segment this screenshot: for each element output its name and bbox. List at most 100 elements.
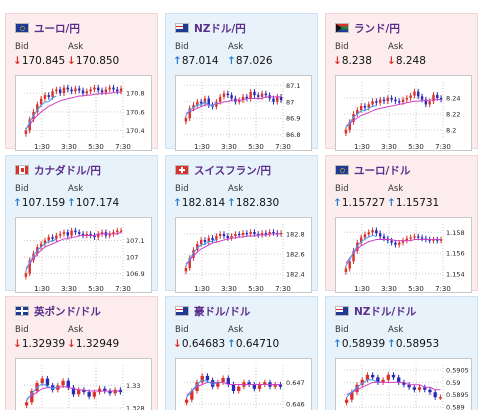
candle-body (85, 233, 89, 236)
bid-label: Bid (15, 184, 29, 194)
candle-body (394, 99, 397, 102)
bid-price: ↓0.64683 (173, 338, 225, 350)
candle-body (253, 91, 256, 96)
currency-pair-title[interactable]: 英ポンド/ドル (34, 305, 101, 318)
candle-body (211, 238, 214, 240)
candle-body (89, 233, 92, 236)
card-header: ユーロ/ドル (335, 163, 410, 177)
candle-body (66, 232, 70, 236)
mini-chart[interactable]: 1:30 3:30 5:30 7:30 1.158 1.156 1.154 (335, 217, 472, 293)
x-tick-label: 1:30 (194, 285, 210, 293)
ask-price-value: 8.248 (395, 55, 426, 67)
candle-body (405, 238, 409, 241)
arrow-up-icon: ↑ (387, 338, 396, 350)
candle-body (428, 239, 431, 241)
currency-pair-title[interactable]: ユーロ/円 (34, 22, 80, 35)
y-tick-label: 0.646 (286, 401, 305, 409)
rate-card[interactable]: 豪ドル/ドル Bid Ask ↓0.64683 ↑0.64710 0.647 0.646 (165, 296, 318, 410)
candle-body (252, 384, 257, 389)
candle-body (344, 399, 349, 403)
arrow-up-icon: ↑ (227, 55, 236, 67)
candle-body (104, 89, 108, 93)
candle-body (382, 99, 386, 102)
candle-body (409, 237, 412, 239)
candle-body (359, 237, 363, 243)
candlestick-chart: 1:30 3:30 5:30 7:30 8.24 8.22 8.2 (344, 82, 460, 151)
x-tick-label: 1:30 (34, 285, 50, 293)
moving-average-line (185, 96, 282, 114)
candle-body (40, 378, 44, 384)
candle-body (119, 230, 123, 232)
y-tick-label: 1.33 (126, 382, 140, 390)
arrow-up-icon: ↑ (173, 55, 182, 67)
candle-body (226, 236, 230, 238)
candle-body (234, 234, 237, 236)
mini-chart[interactable]: 1:30 3:30 5:30 7:30 87.1 87 86.9 86.8 (175, 75, 312, 151)
candle-body (253, 232, 256, 234)
mini-chart[interactable]: 0.647 0.646 (175, 358, 312, 410)
currency-pair-title[interactable]: カナダドル/円 (34, 164, 101, 177)
candle-body (118, 389, 123, 393)
currency-pair-title[interactable]: NZドル/ドル (354, 305, 417, 318)
bid-price-value: 0.58939 (341, 338, 386, 350)
mini-chart[interactable]: 1:30 3:30 5:30 7:30 182.8 182.6 182.4 (175, 217, 312, 293)
arrow-down-icon: ↓ (67, 338, 76, 350)
candlestick-chart: 1:30 3:30 5:30 7:30 182.8 182.6 182.4 (184, 224, 305, 293)
currency-pair-title[interactable]: ランド/円 (354, 22, 400, 35)
candle-body (386, 374, 390, 380)
candle-body (203, 98, 207, 104)
y-tick-label: 8.22 (446, 111, 460, 119)
flag-uk-icon (15, 306, 29, 316)
bid-label: Bid (335, 325, 349, 335)
mini-chart[interactable]: 1:30 3:30 5:30 7:30 170.8 170.6 170.4 (15, 75, 152, 151)
candle-body (58, 233, 62, 236)
mini-chart[interactable]: 1:30 3:30 5:30 7:30 8.24 8.22 8.2 (335, 75, 472, 151)
mini-chart[interactable]: 0.5905 0.59 0.5895 0.589 (335, 358, 472, 410)
candle-body (272, 98, 275, 102)
rate-card[interactable]: ユーロ/円 Bid Ask ↓170.845 ↓170.850 1:30 3:30 5:30 7… (5, 13, 158, 151)
currency-pair-title[interactable]: NZドル/円 (194, 22, 246, 35)
candle-body (51, 237, 54, 239)
candle-body (257, 95, 260, 97)
candle-body (100, 90, 104, 93)
rate-card[interactable]: ランド/円 Bid Ask ↓8.238 ↓8.248 1:30 3:30 5:30 7:30 8… (325, 13, 478, 151)
rate-card[interactable]: カナダドル/円 Bid Ask ↑107.159 ↑107.174 1:30 3:30 5:3… (5, 155, 158, 293)
rate-card[interactable]: NZドル/ドル Bid Ask ↑0.58939 ↑0.58953 0.5905 0.59 0… (325, 296, 478, 410)
ask-label: Ask (68, 325, 84, 335)
card-header: ユーロ/円 (15, 21, 80, 35)
rate-card[interactable]: ユーロ/ドル Bid Ask ↑1.15727 ↑1.15731 1:30 3:30 5:30… (325, 155, 478, 293)
candle-body (436, 94, 439, 98)
card-header: ランド/円 (335, 21, 400, 35)
y-tick-label: 106.9 (126, 270, 145, 278)
candle-body (87, 392, 91, 397)
rate-card[interactable]: スイスフラン/円 Bid Ask ↑182.814 ↑182.830 1:30 3:30 5:… (165, 155, 318, 293)
currency-pair-title[interactable]: スイスフラン/円 (194, 164, 272, 177)
ask-price: ↑107.174 (67, 197, 119, 209)
candle-body (348, 261, 351, 269)
bid-price: ↓170.845 (13, 55, 65, 67)
flag-nz-icon (175, 23, 189, 33)
ask-price-value: 1.15731 (395, 197, 440, 209)
candle-body (260, 233, 264, 235)
candle-body (263, 382, 267, 385)
candle-body (43, 95, 47, 99)
candle-body (192, 250, 195, 258)
rate-card[interactable]: NZドル/円 Bid Ask ↑87.014 ↑87.026 1:30 3:30 5:30 7:… (165, 13, 318, 151)
flag-ca-icon (15, 165, 29, 175)
short-moving-average-line (186, 379, 219, 398)
mini-chart[interactable]: 1:30 3:30 5:30 7:30 107.1 107 106.9 (15, 217, 152, 293)
candle-body (203, 240, 207, 242)
candle-body (439, 239, 443, 241)
candle-body (61, 380, 65, 386)
rate-card[interactable]: 英ポンド/ドル Bid Ask ↓1.32939 ↓1.32949 1.33 1.328 (5, 296, 158, 410)
x-tick-label: 5:30 (88, 285, 104, 293)
candle-body (210, 380, 215, 387)
ask-label: Ask (228, 184, 244, 194)
currency-pair-title[interactable]: ユーロ/ドル (354, 164, 411, 177)
candle-body (433, 392, 437, 398)
bid-label: Bid (175, 42, 189, 52)
mini-chart[interactable]: 1.33 1.328 (15, 358, 152, 410)
x-tick-label: 1:30 (34, 143, 50, 151)
currency-pair-title[interactable]: 豪ドル/ドル (194, 305, 251, 318)
candle-body (371, 230, 374, 233)
